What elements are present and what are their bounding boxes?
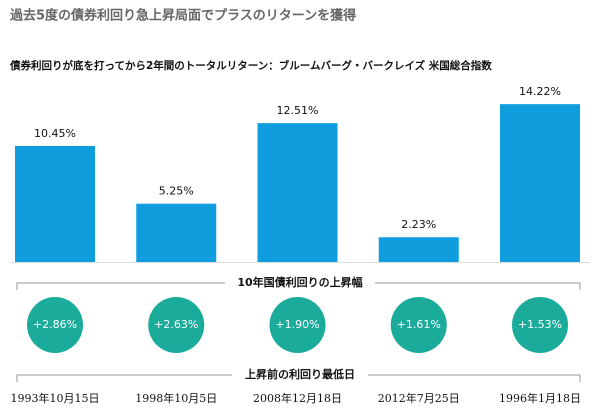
yield-rise-label: +2.63%	[154, 318, 198, 331]
yield-rise-label: +1.90%	[275, 318, 319, 331]
bar	[257, 123, 338, 262]
date-label: 2012年7月25日	[378, 391, 460, 405]
bracket	[16, 374, 581, 382]
bar	[136, 203, 217, 262]
value-label: 14.22%	[519, 85, 561, 98]
section-label: 10年国債利回りの上昇幅	[237, 275, 362, 289]
bracket	[16, 282, 581, 290]
bar	[378, 237, 459, 262]
section-label: 上昇前の利回り最低日	[245, 367, 355, 381]
yield-rise-circle	[27, 297, 83, 353]
bar	[500, 104, 580, 263]
yield-rise-circle	[269, 297, 326, 353]
chart-title: 過去5度の債券利回り急上昇局面でプラスのリターンを獲得	[9, 8, 356, 24]
date-label: 1998年10月5日	[135, 391, 217, 405]
value-label: 10.45%	[34, 127, 76, 140]
yield-rise-label: +1.61%	[397, 318, 441, 331]
yield-rise-circle	[148, 297, 205, 353]
yield-rise-circle	[512, 297, 568, 353]
date-label: 1996年1月18日	[499, 391, 581, 405]
yield-rise-circle	[390, 297, 447, 353]
date-label: 2008年12月18日	[253, 391, 342, 405]
yield-rise-label: +2.86%	[33, 318, 77, 331]
yield-rise-label: +1.53%	[518, 318, 562, 331]
value-label: 12.51%	[277, 104, 319, 117]
value-label: 2.23%	[401, 218, 436, 231]
bar	[15, 146, 95, 262]
chart-subtitle: 債券利回りが底を打ってから2年間のトータルリターン：ブルームバーグ・バークレイズ…	[9, 59, 492, 72]
date-label: 1993年10月15日	[11, 391, 100, 405]
value-label: 5.25%	[159, 185, 194, 198]
